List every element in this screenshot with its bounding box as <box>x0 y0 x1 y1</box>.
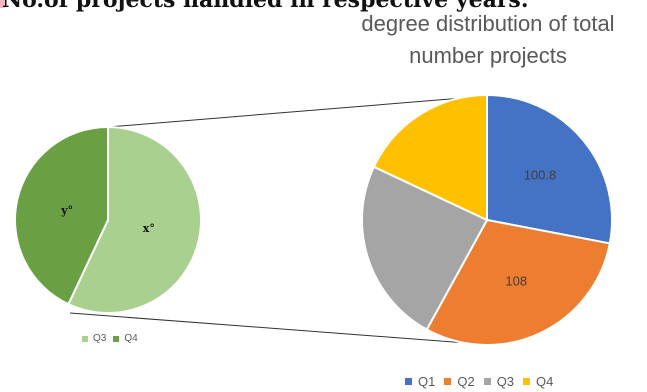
sub-legend-item-q3: Q3 <box>82 333 106 344</box>
legend-swatch <box>113 335 120 342</box>
pie-slice-q3 <box>67 125 202 314</box>
sub-legend-item-q4: Q4 <box>113 333 138 344</box>
pie-slice-q1 <box>486 93 613 245</box>
legend-label: Q4 <box>124 333 138 344</box>
data-label-q1: 100.8 <box>524 168 557 183</box>
legend-swatch <box>82 335 88 342</box>
main-legend-item-q3: Q3 <box>483 374 515 389</box>
data-label-q4: y° <box>60 204 73 217</box>
legend-label: Q3 <box>93 333 107 344</box>
main-legend-item-q1: Q1 <box>405 374 435 389</box>
main-pie-legend: Q1 Q2 Q3 Q4 <box>405 374 562 389</box>
connector-line-bottom <box>69 312 494 346</box>
main-pie: 100.8 108 <box>361 93 613 346</box>
chart-title-line-2: number projects <box>409 43 567 68</box>
main-legend-item-q4: Q4 <box>523 374 553 389</box>
legend-swatch <box>483 378 491 385</box>
legend-label: Q2 <box>457 374 475 389</box>
pie-slice-q4 <box>372 93 488 222</box>
highlight-mark <box>0 0 5 8</box>
connector-line-top <box>107 95 488 128</box>
pie-slice-q2 <box>425 218 611 346</box>
pie-slice-q3 <box>361 165 489 331</box>
legend-label: Q4 <box>536 374 554 389</box>
legend-label: Q1 <box>418 374 436 389</box>
legend-swatch <box>523 378 531 385</box>
sub-pie-legend: Q3 Q4 <box>82 333 145 344</box>
page-header-fragment: No.of projects handled in respective yea… <box>2 0 529 13</box>
legend-swatch <box>444 378 452 385</box>
data-label-q2: 108 <box>505 274 527 289</box>
chart-title: degree distribution of total number proj… <box>330 8 646 72</box>
main-legend-item-q2: Q2 <box>444 374 475 389</box>
chart-title-line-1: degree distribution of total <box>361 11 615 36</box>
pie-slice-q4 <box>14 125 109 306</box>
data-label-q3: x° <box>143 222 155 235</box>
legend-swatch <box>405 378 412 385</box>
legend-label: Q3 <box>496 374 515 389</box>
sub-pie: x° y° <box>14 125 202 314</box>
